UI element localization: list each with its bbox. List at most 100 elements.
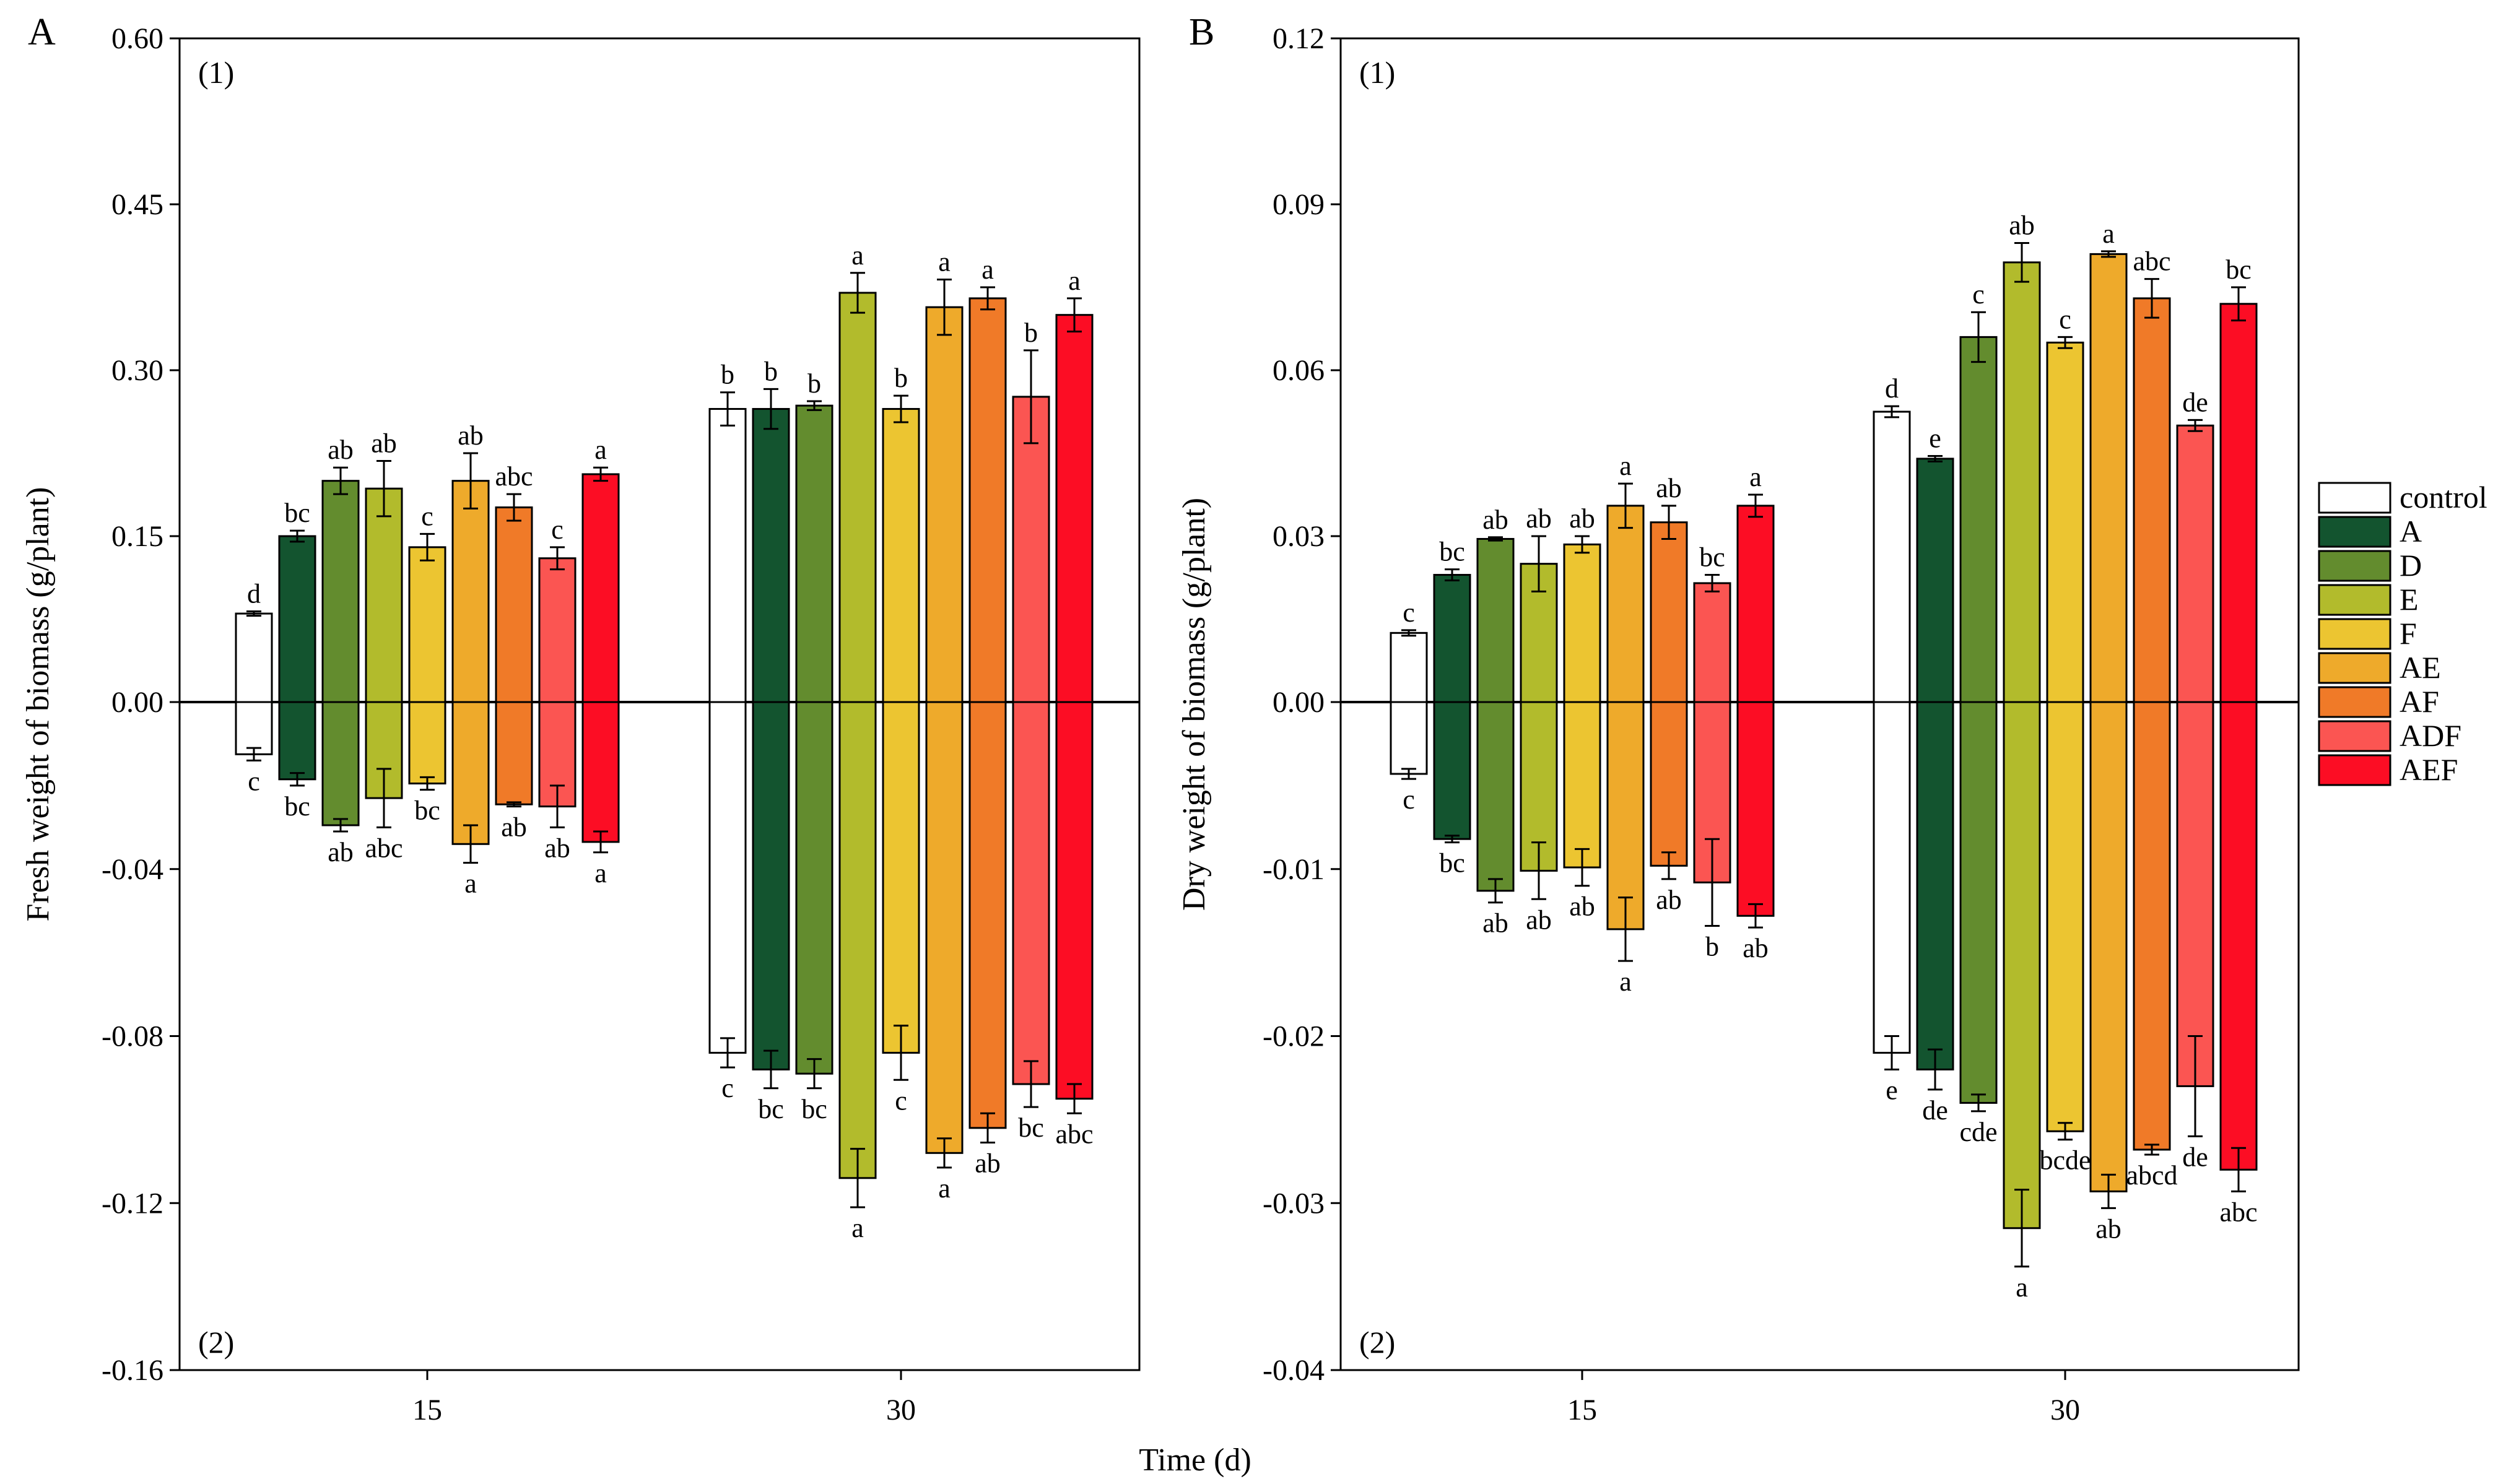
significance-label: abc [2133, 246, 2170, 277]
bar-lower [1873, 701, 1911, 1054]
bar-upper [1012, 396, 1050, 703]
significance-label: b [721, 360, 734, 390]
y-tick-label: 0.12 [1273, 22, 1325, 55]
significance-label: bc [2226, 254, 2252, 285]
panel-a: 0.60 0.45 0.30 0.15 0.00 -0.04 -0.08 -0.12 -0.16… [20, 11, 1141, 1426]
panel-letter: A [28, 11, 56, 53]
significance-label: e [1929, 423, 1941, 453]
significance-label: a [594, 435, 607, 465]
y-tick-label: -0.04 [102, 853, 163, 886]
significance-label: de [2182, 1142, 2208, 1172]
bar-upper [1476, 537, 1515, 703]
bar-lower [708, 701, 747, 1054]
significance-label: bc [1018, 1113, 1044, 1143]
bar-upper [2089, 253, 2128, 703]
bar-lower [1693, 701, 1731, 883]
plot-frame [178, 37, 1141, 1371]
x-tick-label: 15 [1567, 1394, 1597, 1426]
legend-label: AEF [2400, 752, 2458, 787]
y-tick-label: 0.30 [111, 354, 163, 387]
significance-label: bc [1439, 537, 1465, 567]
significance-label: c [721, 1073, 734, 1103]
bar-lower [581, 701, 620, 843]
legend-label: E [2400, 582, 2419, 617]
bar-lower [278, 701, 316, 781]
bar-upper [2219, 303, 2258, 703]
bar-lower [1012, 701, 1050, 1085]
y-tick-label: 0.45 [111, 188, 163, 221]
bar-upper [795, 404, 833, 703]
bar-upper [2133, 297, 2171, 703]
significance-label: c [421, 501, 433, 531]
bar-upper [2046, 341, 2084, 703]
bar-upper [838, 292, 877, 703]
legend-swatch [2318, 516, 2391, 548]
legend-swatch [2318, 618, 2391, 650]
bar-lower [882, 701, 920, 1054]
x-tick-label: 30 [886, 1394, 916, 1426]
bar-lower [1433, 701, 1471, 840]
significance-label: a [938, 246, 951, 277]
bar-upper [235, 612, 273, 703]
significance-label: bcde [2039, 1145, 2091, 1176]
bar-upper [408, 546, 446, 703]
significance-label: c [2059, 304, 2071, 334]
significance-label: de [1922, 1095, 1948, 1126]
bar-upper [1055, 314, 1094, 703]
bar-lower [2176, 701, 2214, 1087]
plot-frame [1339, 37, 2300, 1371]
significance-label: e [1886, 1075, 1898, 1105]
bar-upper [451, 480, 490, 703]
significance-label: a [1619, 451, 1632, 481]
legend-swatch [2318, 652, 2391, 684]
significance-label: abcd [2126, 1160, 2177, 1191]
legend-label: AE [2400, 650, 2441, 685]
significance-label: a [2016, 1272, 2028, 1303]
significance-label: bc [1439, 848, 1465, 879]
bar-lower [795, 701, 833, 1075]
y-tick-label: -0.12 [102, 1187, 163, 1220]
y-tick-label: 0.09 [1273, 188, 1325, 221]
panel-b: 0.12 0.09 0.06 0.03 0.00 -0.01 -0.02 -0.03 -0.04… [1177, 11, 2300, 1426]
significance-label: ab [1569, 503, 1595, 534]
significance-label: bc [414, 796, 440, 826]
significance-label: b [764, 356, 778, 386]
significance-label: a [938, 1173, 951, 1204]
y-tick-label: -0.08 [102, 1020, 163, 1053]
significance-label: a [851, 240, 864, 271]
bar-upper [278, 535, 316, 703]
y-tick-label: -0.01 [1263, 853, 1325, 886]
bar-lower [1959, 701, 1998, 1104]
significance-label: ab [1656, 473, 1682, 503]
significance-label: a [1619, 966, 1632, 997]
x-axis-title: Time (d) [1139, 1443, 1251, 1478]
y-tick-label: 0.60 [111, 22, 163, 55]
significance-label: abc [365, 833, 403, 863]
bar-lower [2133, 701, 2171, 1151]
bar-upper [495, 506, 533, 703]
significance-label: ab [1743, 933, 1769, 963]
y-tick-label: 0.03 [1273, 520, 1325, 553]
y-tick-label: 0.00 [1273, 686, 1325, 719]
bar-lower [1055, 701, 1094, 1100]
x-tick-label: 30 [2050, 1394, 2080, 1426]
significance-label: b [1024, 318, 1038, 348]
bar-lower [968, 701, 1007, 1129]
significance-label: ab [2095, 1213, 2122, 1244]
bar-upper [1959, 336, 1998, 703]
significance-label: a [1068, 266, 1081, 296]
significance-label: a [594, 858, 607, 888]
significance-label: a [464, 869, 477, 899]
bar-lower [1916, 701, 1954, 1070]
significance-label: b [807, 368, 821, 399]
significance-label: abc [1055, 1119, 1093, 1149]
y-tick-label: 0.15 [111, 520, 163, 553]
significance-label: a [981, 254, 994, 285]
bar-upper [1873, 410, 1911, 703]
significance-label: b [1705, 931, 1719, 961]
bar-lower [408, 701, 446, 785]
bar-lower [1736, 701, 1775, 917]
significance-label: ab [328, 435, 354, 465]
bar-lower [1390, 701, 1428, 775]
